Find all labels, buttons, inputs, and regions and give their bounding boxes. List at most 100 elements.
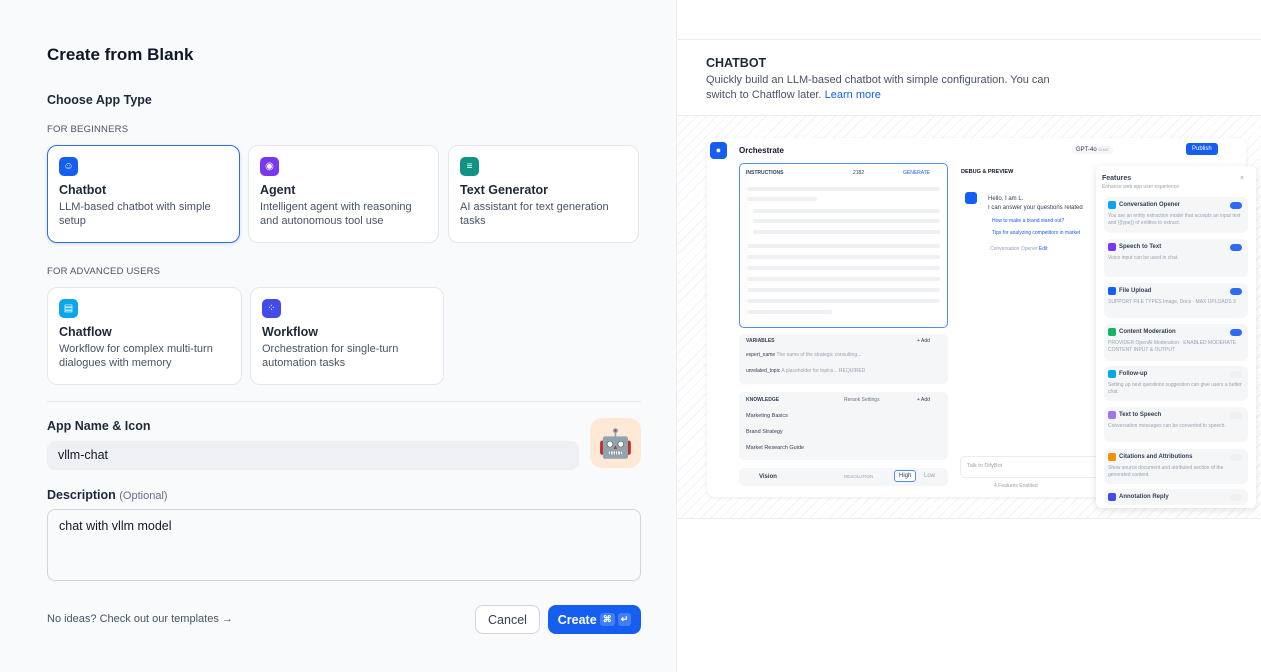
greeting: Hello, I am L. bbox=[988, 196, 1024, 202]
preview-heading: CHATBOT bbox=[706, 56, 767, 70]
suggested-question: Tips for analyzing competitors in market bbox=[992, 230, 1081, 236]
feature-item: File Upload SUPPORT FILE TYPES Image, Do… bbox=[1104, 283, 1248, 318]
chat-bot-icon: ☺ bbox=[59, 157, 78, 176]
add-knowledge: + Add bbox=[917, 397, 930, 403]
cancel-button[interactable]: Cancel bbox=[475, 605, 540, 634]
rerank-settings: Rerank Settings bbox=[844, 397, 880, 403]
features-title: Features bbox=[1102, 175, 1132, 182]
edit-link: Edit bbox=[1038, 246, 1048, 252]
feature-desc: Conversation messages can be converted t… bbox=[1108, 423, 1226, 429]
cmd-key-icon: ⌘ bbox=[599, 613, 615, 626]
app-type-desc: Intelligent agent with reasoning and aut… bbox=[260, 201, 412, 227]
add-variable: + Add bbox=[917, 338, 930, 344]
templates-link[interactable]: No ideas? Check out our templates → bbox=[47, 613, 233, 625]
resolution-label: RESOLUTION bbox=[844, 474, 874, 479]
app-type-card-text-generator[interactable]: ≡ Text Generator AI assistant for text g… bbox=[448, 145, 639, 243]
feature-name: Annotation Reply bbox=[1119, 494, 1169, 500]
feature-desc: SUPPORT FILE TYPES Image, Docs · MAX UPL… bbox=[1108, 299, 1236, 305]
feature-item: Speech to Text Voice input can be used i… bbox=[1104, 239, 1248, 277]
choose-app-type-label: Choose App Type bbox=[47, 93, 152, 107]
feature-toggle bbox=[1230, 412, 1242, 419]
chatflow-icon: ▤ bbox=[59, 299, 78, 318]
create-from-blank-panel: Create from Blank Choose App Type FOR BE… bbox=[47, 0, 677, 672]
feature-toggle bbox=[1230, 494, 1242, 501]
app-icon-picker[interactable]: 🤖 bbox=[590, 418, 641, 468]
doc-item: Brand Strategy bbox=[746, 429, 783, 435]
feature-name: Follow-up bbox=[1119, 371, 1148, 377]
feature-icon bbox=[1108, 493, 1116, 501]
generate-label: GENERATE bbox=[903, 170, 931, 176]
feature-name: Content Moderation bbox=[1119, 329, 1176, 335]
variables-label: VARIABLES bbox=[746, 338, 775, 344]
feature-item: Annotation Reply bbox=[1104, 489, 1248, 505]
instructions-label: INSTRUCTIONS bbox=[746, 170, 784, 176]
page-title: Create from Blank bbox=[47, 45, 194, 64]
app-type-name: Workflow bbox=[262, 325, 319, 339]
feature-desc: PROVIDER OpenAI Moderation · ENABLED MOD… bbox=[1108, 340, 1237, 353]
divider bbox=[678, 39, 1261, 40]
knowledge-label: KNOWLEDGE bbox=[746, 397, 780, 403]
model-name: GPT-4o bbox=[1076, 147, 1097, 153]
app-type-name: Agent bbox=[260, 183, 296, 197]
beginners-label: FOR BEGINNERS bbox=[47, 124, 129, 135]
publish-button: Publish bbox=[1186, 143, 1218, 155]
suggested-question: How to make a brand stand out? bbox=[992, 218, 1065, 224]
app-type-card-agent[interactable]: ◉ Agent Intelligent agent with reasoning… bbox=[248, 145, 439, 243]
app-name-label: App Name & Icon bbox=[47, 419, 151, 433]
feature-icon bbox=[1108, 411, 1116, 419]
feature-item: Conversation Opener You are an entity ex… bbox=[1104, 197, 1248, 233]
feature-toggle bbox=[1230, 288, 1242, 295]
enter-key-icon: ↵ bbox=[617, 613, 632, 626]
app-type-card-chatbot[interactable]: ☺ Chatbot LLM-based chatbot with simple … bbox=[47, 145, 240, 243]
feature-item: Content Moderation PROVIDER OpenAI Moder… bbox=[1104, 324, 1248, 361]
preview-description: Quickly build an LLM-based chatbot with … bbox=[706, 73, 1056, 103]
feature-icon bbox=[1108, 328, 1116, 336]
description-label-text: Description bbox=[47, 488, 116, 502]
app-name-input[interactable]: vllm-chat bbox=[47, 441, 579, 470]
bot-avatar bbox=[965, 192, 977, 204]
opener-label: Conversation Opener bbox=[990, 246, 1038, 252]
feature-icon bbox=[1108, 453, 1116, 461]
feature-name: Citations and Attributions bbox=[1119, 454, 1193, 460]
feature-name: File Upload bbox=[1119, 288, 1152, 294]
feature-desc: Setting up next questions suggestion can… bbox=[1108, 382, 1242, 395]
text-generator-icon: ≡ bbox=[460, 157, 479, 176]
feature-toggle bbox=[1230, 244, 1242, 251]
app-type-name: Chatflow bbox=[59, 325, 112, 339]
app-type-name: Chatbot bbox=[59, 183, 107, 197]
variables-section: VARIABLES + Add expert_name The name of … bbox=[739, 334, 948, 384]
answer: I can answer your questions related bbox=[988, 205, 1083, 211]
feature-item: Text to Speech Conversation messages can… bbox=[1104, 407, 1248, 442]
description-textarea[interactable]: chat with vllm model bbox=[47, 509, 641, 581]
high-option: High bbox=[894, 470, 917, 482]
char-count: 2182 bbox=[853, 170, 865, 176]
feature-name: Conversation Opener bbox=[1119, 202, 1181, 208]
divider bbox=[47, 401, 641, 402]
low-option: Low bbox=[924, 473, 936, 479]
chat-input: Talk to DifyBot bbox=[960, 456, 1100, 478]
doc-item: Marketing Basics bbox=[746, 413, 788, 419]
instructions-box: INSTRUCTIONS 2182 GENERATE bbox=[739, 163, 948, 328]
arrow-right-icon: → bbox=[221, 613, 233, 625]
feature-name: Speech to Text bbox=[1119, 244, 1162, 250]
optional-label: (Optional) bbox=[119, 490, 168, 502]
workflow-icon: ⁘ bbox=[262, 299, 281, 318]
feature-desc: Show source document and attributed sect… bbox=[1108, 465, 1224, 478]
advanced-label: FOR ADVANCED USERS bbox=[47, 266, 161, 277]
app-type-desc: Orchestration for single-turn automation… bbox=[262, 343, 399, 369]
var-name: expert_name bbox=[746, 352, 776, 358]
app-type-card-chatflow[interactable]: ▤ Chatflow Workflow for complex multi-tu… bbox=[47, 287, 242, 385]
learn-more-link[interactable]: Learn more bbox=[824, 89, 881, 101]
feature-icon bbox=[1108, 370, 1116, 378]
create-button[interactable]: Create ⌘ ↵ bbox=[548, 605, 641, 634]
model-tag: CHAT bbox=[1098, 147, 1109, 152]
var-name: unrelated_topic bbox=[746, 368, 781, 374]
feature-icon bbox=[1108, 287, 1116, 295]
feature-toggle bbox=[1230, 329, 1242, 336]
feature-item: Citations and Attributions Show source d… bbox=[1104, 449, 1248, 484]
feature-desc: Voice input can be used in chat. bbox=[1108, 255, 1179, 261]
vision-label: Vision bbox=[759, 474, 777, 480]
feature-toggle bbox=[1230, 202, 1242, 209]
feature-icon bbox=[1108, 243, 1116, 251]
app-type-card-workflow[interactable]: ⁘ Workflow Orchestration for single-turn… bbox=[250, 287, 444, 385]
